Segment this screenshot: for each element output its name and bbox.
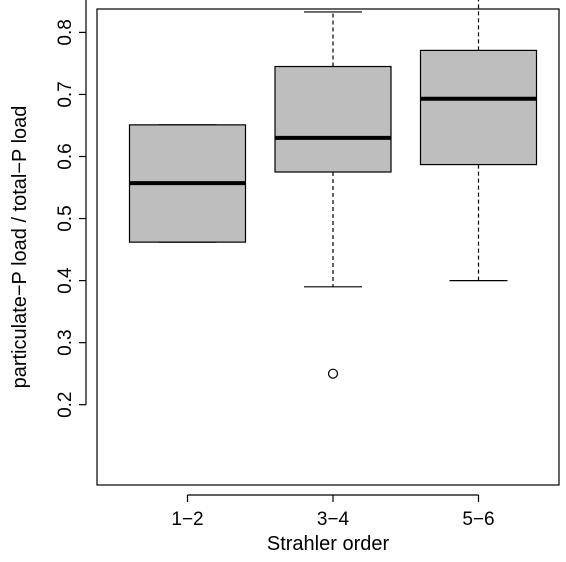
y-tick-label: 0.3 [55,329,76,355]
x-axis-title: Strahler order [267,533,390,555]
y-tick-label: 0.7 [55,81,76,107]
boxes-layer [128,0,538,379]
y-tick-label: 0.4 [55,267,76,294]
box-group-1 [128,124,247,243]
x-axis: 1−2 3−4 5−6 [171,494,495,530]
y-tick-label: 0.8 [55,19,76,45]
iqr-box [274,65,392,173]
y-tick-label: 0.6 [55,143,76,169]
x-tick-label: 5−6 [462,509,494,530]
plot-frame [96,8,560,486]
box-group-2 [274,11,392,379]
iqr-box [419,49,538,166]
x-tick-label: 3−4 [317,509,350,530]
box-group-3 [419,0,538,282]
y-axis-title: particulate−P load / total−P load [9,106,31,389]
y-tick-label: 0.2 [55,391,76,417]
x-tick-label: 1−2 [171,509,203,530]
outlier-point [327,368,339,379]
y-axis: 0.20.30.40.50.60.70.80.9 [55,0,87,418]
y-tick-label: 0.5 [55,205,76,231]
